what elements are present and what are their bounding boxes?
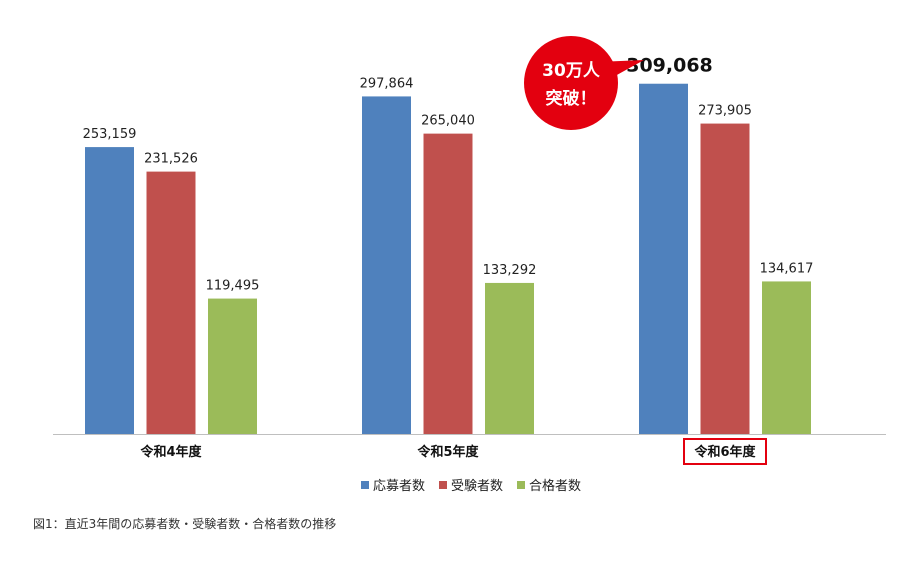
bar-chart: 253,159 297,864 309,068 231,526 265,040 273,9… [53,36,886,494]
category-highlight-box [683,438,767,465]
legend-label-2: 受験者数 [451,479,503,494]
data-label-3-3: 134,617 [760,261,814,276]
legend-label-1: 応募者数 [373,479,425,494]
bar-2-1 [146,171,196,434]
category-label-1: 令和4年度 [140,444,202,460]
data-label-2-2: 265,040 [421,114,475,129]
legend-swatch-1 [361,481,369,489]
data-label-2-3: 273,905 [698,104,752,119]
bar-1-3 [639,83,688,434]
category-label-3: 令和6年度 [694,444,756,460]
legend-swatch-3 [517,481,525,489]
bar-1-1 [85,147,134,434]
data-label-3-2: 133,292 [483,263,537,278]
legend-label-3: 合格者数 [529,478,581,494]
bar-3-2 [485,282,534,434]
bar-3-3 [762,281,811,434]
bar-2-2 [423,133,473,434]
data-label-2-1: 231,526 [144,152,198,167]
callout-line-2: 突破！ [546,88,597,109]
data-label-3-1: 119,495 [206,279,260,294]
callout-line-1: 30万人 [542,61,601,81]
category-label-2: 令和5年度 [417,444,479,460]
bar-3-1 [208,298,257,434]
callout-circle [524,36,618,130]
data-label-1-3: 309,068 [626,55,713,77]
data-label-1-1: 253,159 [83,127,137,142]
legend-swatch-2 [439,481,447,489]
figure-caption: 図1：直近3年間の応募者数・受験者数・合格者数の推移 [33,517,337,531]
data-label-1-2: 297,864 [360,76,414,91]
bar-2-3 [700,123,750,434]
bar-1-2 [362,96,411,434]
